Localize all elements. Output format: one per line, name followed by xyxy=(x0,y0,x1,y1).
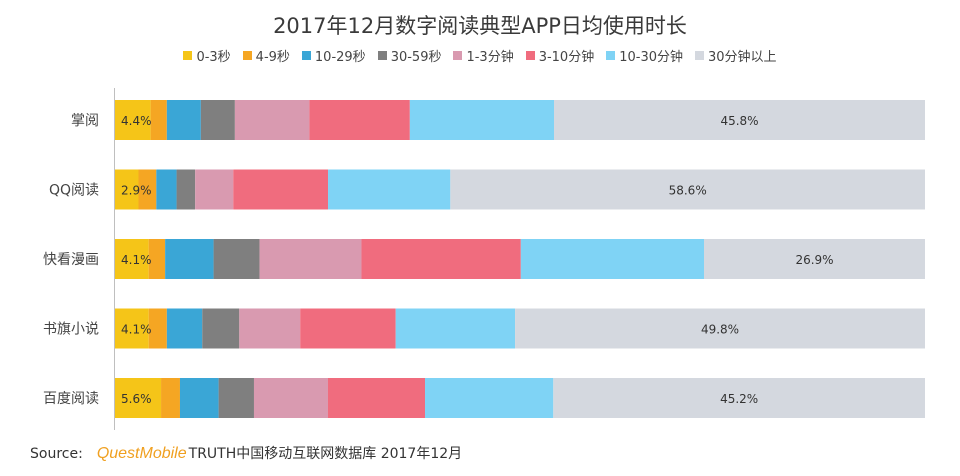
category-label: 百度阅读 xyxy=(43,390,99,407)
data-label: 4.1% xyxy=(121,323,152,337)
legend-item: 10-30分钟 xyxy=(606,46,683,65)
bar-segment xyxy=(309,100,410,140)
bar-segment xyxy=(200,100,235,140)
legend-label: 1-3分钟 xyxy=(466,50,514,65)
data-label: 58.6% xyxy=(669,184,707,198)
bar-segment xyxy=(179,378,219,418)
bar-segment xyxy=(156,169,177,210)
bar-segment xyxy=(176,169,196,210)
data-label: 45.2% xyxy=(720,392,758,406)
category-label: 书旗小说 xyxy=(43,322,99,338)
bar-segment xyxy=(166,308,203,349)
legend-label: 10-30分钟 xyxy=(619,50,683,65)
legend-item: 4-9秒 xyxy=(242,46,290,65)
data-label: 4.4% xyxy=(121,114,152,128)
bar-segment xyxy=(115,239,149,279)
bar-segment xyxy=(553,378,925,418)
legend-swatch xyxy=(301,51,311,60)
bar-segment xyxy=(425,378,554,418)
bar-segment xyxy=(115,100,151,140)
legend-label: 3-10分钟 xyxy=(538,50,595,65)
bar-segment xyxy=(138,169,157,210)
bar-segment xyxy=(239,308,301,349)
legend-item: 0-3秒 xyxy=(183,46,231,65)
category-label: QQ阅读 xyxy=(49,182,99,199)
questmobile-logo: QuestMobile xyxy=(96,445,187,462)
bar-segment xyxy=(554,100,925,140)
bar-segment xyxy=(115,308,149,349)
category-label: 掌阅 xyxy=(71,113,99,129)
data-label: 45.8% xyxy=(720,114,758,128)
legend-item: 3-10分钟 xyxy=(525,46,595,65)
bar-segment xyxy=(148,308,167,349)
data-label: 49.8% xyxy=(701,323,739,337)
source-label: Source: xyxy=(30,446,83,462)
bar-segment xyxy=(327,378,426,418)
source-line: Source: QuestMobile TRUTH中国移动互联网数据库 2017… xyxy=(30,443,462,463)
bar-segment xyxy=(361,239,521,279)
bar-segment xyxy=(520,239,705,279)
bar-segment xyxy=(234,100,310,140)
data-label: 2.9% xyxy=(121,184,152,198)
bar-segment xyxy=(218,378,254,418)
legend-item: 1-3分钟 xyxy=(453,46,514,65)
bar-segment xyxy=(150,100,167,140)
legend: 0-3秒 4-9秒 10-29秒 30-59秒 1-3分钟 3-10分钟 10-30分钟 30… xyxy=(0,46,960,65)
bar-segment xyxy=(202,308,240,349)
bar-segment xyxy=(233,169,329,210)
bar-segment xyxy=(115,378,162,418)
legend-item: 10-29秒 xyxy=(301,46,366,65)
bar-segment xyxy=(704,239,925,279)
bar-segment xyxy=(115,169,139,210)
legend-swatch xyxy=(525,51,535,60)
bar-segment xyxy=(515,308,925,349)
legend-item: 30-59秒 xyxy=(377,46,442,65)
bar-segment xyxy=(409,100,555,140)
legend-swatch xyxy=(453,51,463,60)
bar-segment xyxy=(259,239,362,279)
bar-segment xyxy=(328,169,451,210)
source-text: TRUTH中国移动互联网数据库 2017年12月 xyxy=(188,446,463,462)
legend-swatch xyxy=(183,51,193,60)
chart-title: 2017年12月数字阅读典型APP日均使用时长 xyxy=(273,14,687,38)
bar-segment xyxy=(195,169,234,210)
bar-segment xyxy=(166,100,201,140)
legend-swatch xyxy=(377,51,387,60)
legend-label: 0-3秒 xyxy=(196,50,231,65)
legend-label: 30-59秒 xyxy=(390,50,442,65)
legend-label: 10-29秒 xyxy=(314,50,366,65)
data-label: 4.1% xyxy=(121,253,152,267)
legend-label: 4-9秒 xyxy=(255,50,290,65)
category-label: 快看漫画 xyxy=(43,252,99,268)
legend-item: 30分钟以上 xyxy=(695,46,777,65)
bar-segment xyxy=(165,239,214,279)
bar-segment xyxy=(253,378,328,418)
legend-swatch xyxy=(606,51,616,60)
data-label: 5.6% xyxy=(121,392,152,406)
legend-label: 30分钟以上 xyxy=(708,50,777,65)
bar-segment xyxy=(213,239,260,279)
bar-segment xyxy=(395,308,516,349)
data-label: 26.9% xyxy=(795,253,833,267)
bar-segment xyxy=(300,308,396,349)
legend-swatch xyxy=(695,51,704,60)
bar-segment xyxy=(148,239,166,279)
bar-segment xyxy=(450,169,925,210)
legend-swatch xyxy=(242,51,252,60)
bar-segment xyxy=(161,378,180,418)
